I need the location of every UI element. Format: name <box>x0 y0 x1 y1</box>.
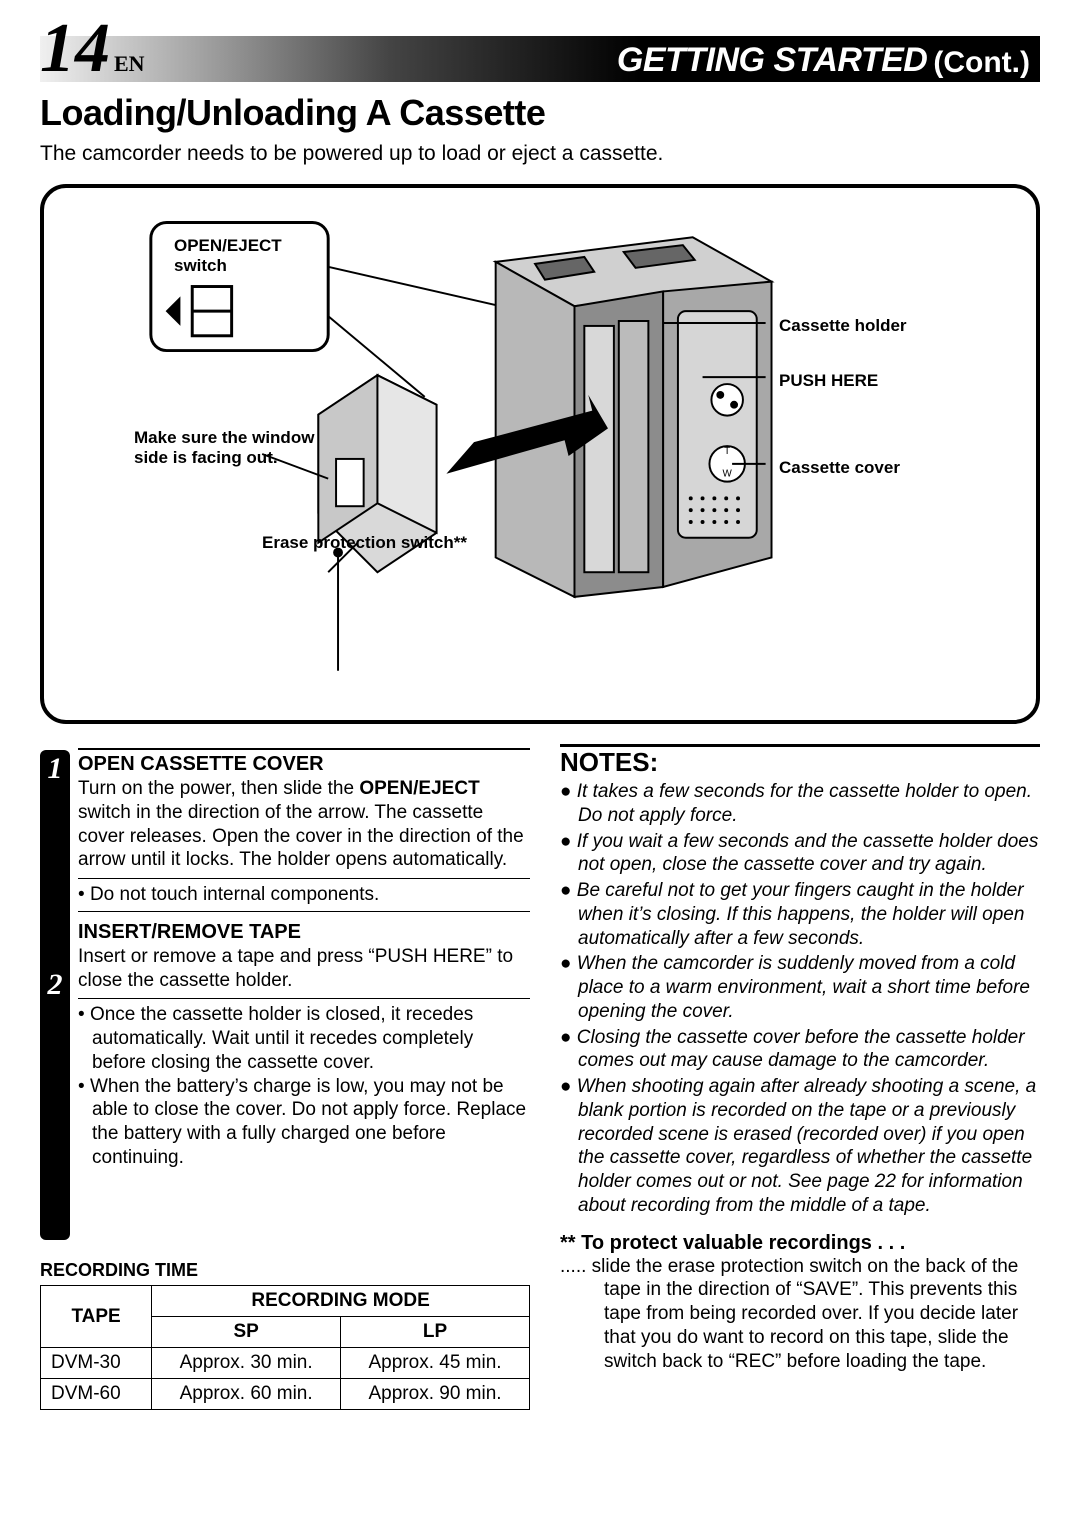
label-erase-switch: Erase protection switch** <box>262 533 467 553</box>
step-bullet: When the battery’s charge is low, you ma… <box>78 1075 530 1170</box>
step-bullets: Once the cassette holder is closed, it r… <box>78 998 530 1173</box>
page-number: 14 <box>40 10 110 87</box>
step-text-post: switch in the direction of the arrow. Th… <box>78 802 524 871</box>
table-header: LP <box>341 1317 530 1348</box>
label-push-here: PUSH HERE <box>779 371 878 391</box>
diagram-box: T W OPEN/EJECT switch Cassette holder PU… <box>40 184 1040 724</box>
notes-item: Closing the cassette cover before the ca… <box>560 1026 1040 1074</box>
steps-body: OPEN CASSETTE COVER Turn on the power, t… <box>78 744 530 1240</box>
header-title: GETTING STARTED <box>617 41 927 80</box>
notes-list: It takes a few seconds for the cassette … <box>560 780 1040 1218</box>
label-cassette-cover: Cassette cover <box>779 458 900 478</box>
table-cell: Approx. 90 min. <box>341 1379 530 1410</box>
step-number-bar: 1 2 <box>40 750 70 1240</box>
step-block: OPEN CASSETTE COVER Turn on the power, t… <box>78 748 530 912</box>
table-cell: DVM-30 <box>41 1348 152 1379</box>
table-cell: Approx. 60 min. <box>152 1379 341 1410</box>
svg-text:T: T <box>724 446 730 457</box>
section-intro: The camcorder needs to be powered up to … <box>40 142 1040 166</box>
step-number: 1 <box>40 754 70 784</box>
notes-item: If you wait a few seconds and the casset… <box>560 830 1040 878</box>
step-text-pre: Insert or remove a tape and press “PUSH … <box>78 946 513 991</box>
protect-heading: ** To protect valuable recordings . . . <box>560 1232 1040 1255</box>
header-cont: (Cont.) <box>933 46 1030 80</box>
step-text: Turn on the power, then slide the OPEN/E… <box>78 777 530 872</box>
table-row: DVM-60 Approx. 60 min. Approx. 90 min. <box>41 1379 530 1410</box>
step-text: Insert or remove a tape and press “PUSH … <box>78 945 530 993</box>
step-text-pre: Turn on the power, then slide the <box>78 778 359 799</box>
protect-body: ..... slide the erase protection switch … <box>560 1255 1040 1374</box>
body-columns: 1 2 OPEN CASSETTE COVER Turn on the powe… <box>40 744 1040 1410</box>
step-block: INSERT/REMOVE TAPE Insert or remove a ta… <box>78 918 530 1174</box>
header-bar: GETTING STARTED (Cont.) <box>40 36 1040 82</box>
notes-item: When shooting again after already shooti… <box>560 1075 1040 1218</box>
section-heading: Loading/Unloading A Cassette <box>40 92 1040 134</box>
label-window-out: Make sure the window side is facing out. <box>134 428 324 469</box>
table-row: DVM-30 Approx. 30 min. Approx. 45 min. <box>41 1348 530 1379</box>
notes-item: Be careful not to get your fingers caugh… <box>560 879 1040 950</box>
recording-heading: RECORDING TIME <box>40 1260 530 1281</box>
label-cassette-holder: Cassette holder <box>779 316 907 336</box>
notes-item: It takes a few seconds for the cassette … <box>560 780 1040 828</box>
page-number-block: 14EN <box>40 14 145 84</box>
step-title: OPEN CASSETTE COVER <box>78 748 530 777</box>
notes-heading: NOTES: <box>560 744 1040 778</box>
step-text-bold: OPEN/EJECT <box>359 778 479 799</box>
label-open-eject: OPEN/EJECT switch <box>174 236 314 277</box>
left-column: 1 2 OPEN CASSETTE COVER Turn on the powe… <box>40 744 530 1410</box>
table-cell: Approx. 30 min. <box>152 1348 341 1379</box>
step-bullet: Do not touch internal components. <box>78 883 530 907</box>
step-row: 1 2 OPEN CASSETTE COVER Turn on the powe… <box>40 744 530 1240</box>
page-lang: EN <box>114 51 145 76</box>
notes-item: When the camcorder is suddenly moved fro… <box>560 952 1040 1023</box>
step-title: INSERT/REMOVE TAPE <box>78 918 530 945</box>
step-bullet: Once the cassette holder is closed, it r… <box>78 1003 530 1074</box>
step-number: 2 <box>40 970 70 1000</box>
svg-text:W: W <box>723 469 733 480</box>
table-header: TAPE <box>41 1286 152 1348</box>
table-header: RECORDING MODE <box>152 1286 530 1317</box>
table-cell: Approx. 45 min. <box>341 1348 530 1379</box>
right-column: NOTES: It takes a few seconds for the ca… <box>560 744 1040 1410</box>
step-bullets: Do not touch internal components. <box>78 878 530 912</box>
recording-table: TAPE RECORDING MODE SP LP DVM-30 Approx.… <box>40 1285 530 1410</box>
table-header: SP <box>152 1317 341 1348</box>
table-cell: DVM-60 <box>41 1379 152 1410</box>
